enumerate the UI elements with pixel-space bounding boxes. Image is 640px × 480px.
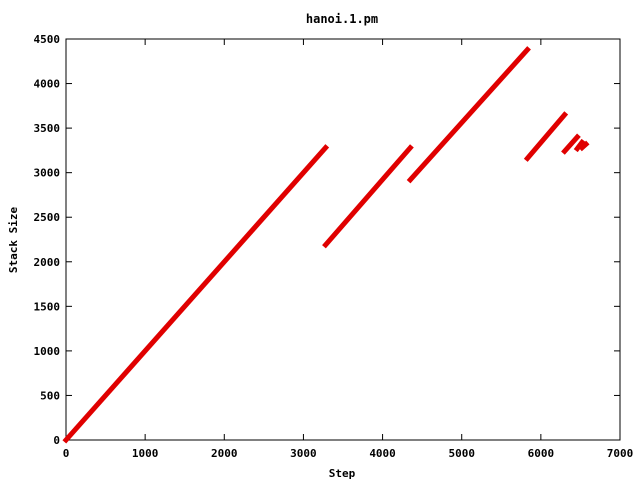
chart-title: hanoi.1.pm	[306, 12, 378, 26]
series-segment-2	[322, 144, 414, 249]
x-tick-label: 7000	[607, 447, 634, 460]
x-tick-label: 4000	[369, 447, 396, 460]
y-tick-label: 3500	[34, 122, 61, 135]
x-tick-label: 5000	[448, 447, 475, 460]
y-axis: 0 500 1000 1500 2000 2500 3000 3500 4000 4500	[34, 33, 620, 447]
x-tick-label: 1000	[132, 447, 159, 460]
y-tick-label: 3000	[34, 167, 61, 180]
x-axis: 0 1000 2000 3000 4000 5000 6000 7000	[63, 39, 634, 460]
x-tick-label: 2000	[211, 447, 238, 460]
y-tick-label: 2500	[34, 211, 61, 224]
series-segment-4	[523, 111, 569, 162]
plot-area	[65, 38, 621, 441]
x-axis-label: Step	[329, 467, 356, 480]
series-stack-size	[62, 46, 590, 444]
y-tick-label: 2000	[34, 256, 61, 269]
x-tick-label: 0	[63, 447, 70, 460]
y-tick-label: 500	[40, 389, 60, 402]
y-tick-label: 4500	[34, 33, 61, 46]
y-tick-label: 0	[53, 434, 60, 447]
y-axis-label: Stack Size	[7, 207, 20, 274]
series-segment-6	[573, 138, 586, 153]
x-tick-label: 3000	[290, 447, 317, 460]
x-tick-label: 6000	[528, 447, 555, 460]
plot-border	[65, 38, 621, 441]
series-segment-5	[561, 133, 581, 155]
series-segment-1	[62, 144, 330, 444]
y-tick-label: 1500	[34, 300, 61, 313]
series-segment-7	[578, 140, 590, 152]
series-segment-3	[406, 46, 531, 184]
y-tick-label: 1000	[34, 345, 61, 358]
y-tick-label: 4000	[34, 78, 61, 91]
